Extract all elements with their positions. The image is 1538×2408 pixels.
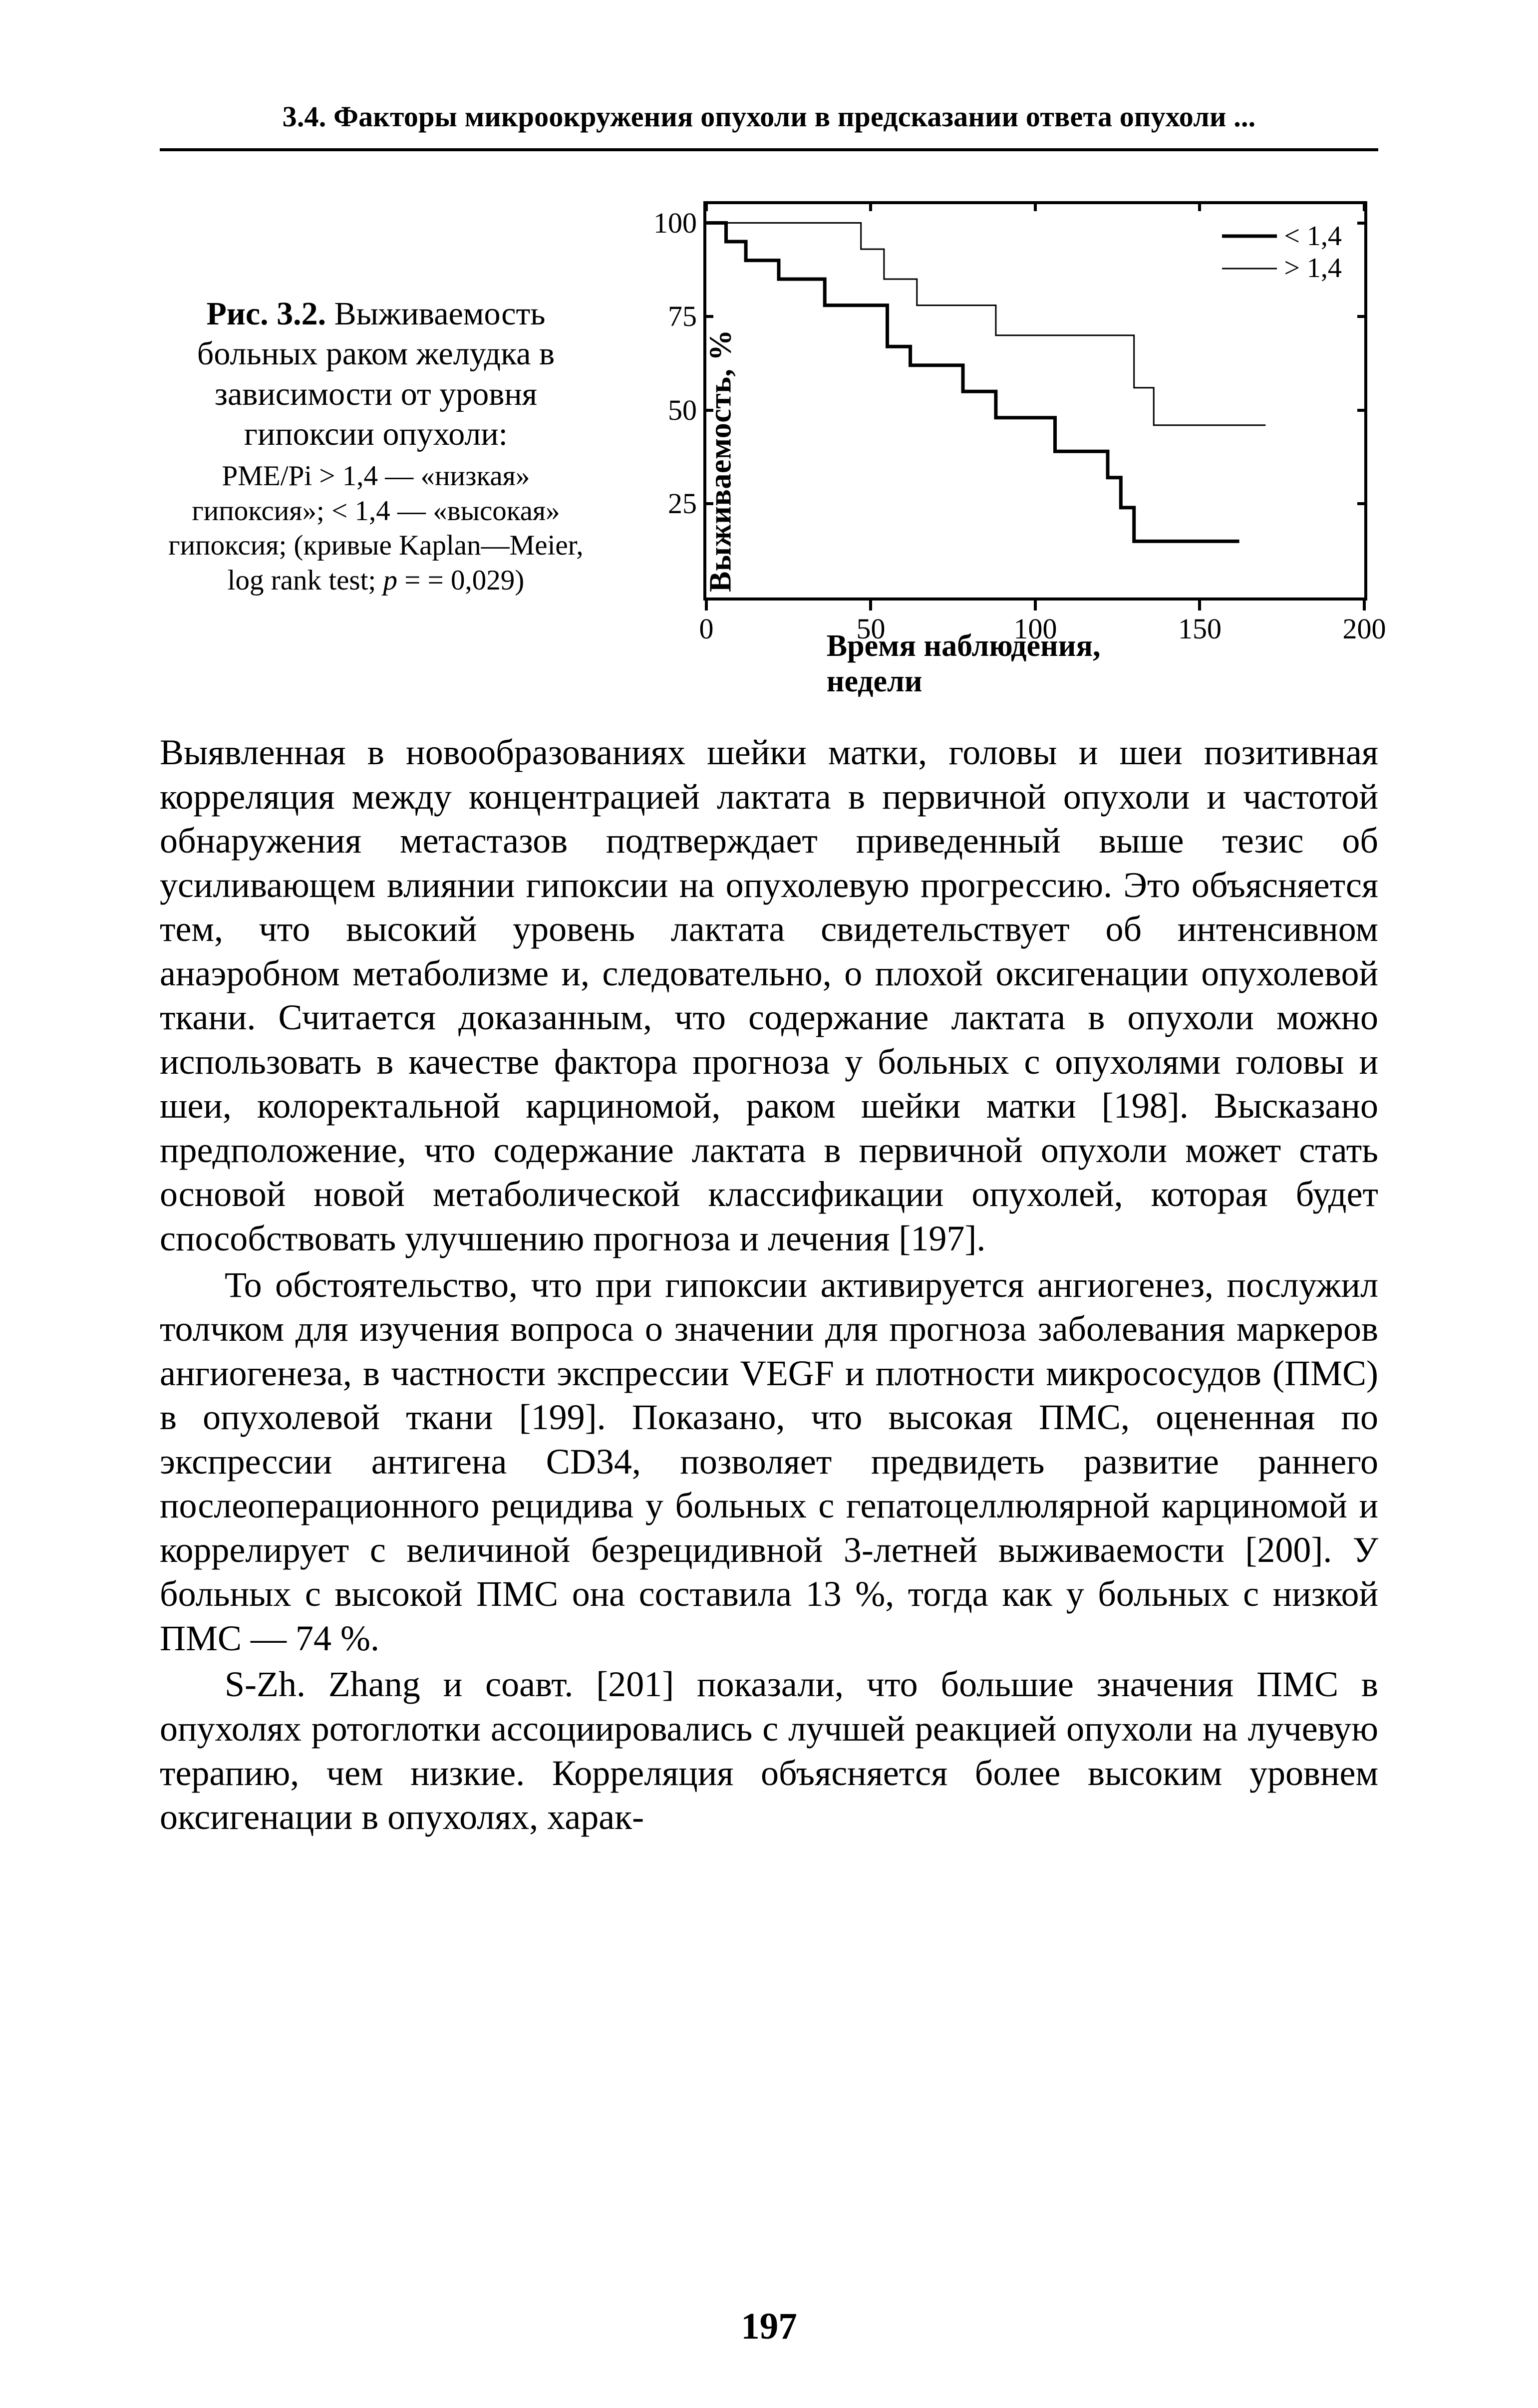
legend: < 1,4 > 1,4 (1222, 220, 1342, 285)
y-tick-mark (1357, 409, 1367, 412)
y-tick-label: 75 (668, 302, 697, 331)
x-axis-label: Время наблюдения, недели (827, 628, 1195, 699)
page-number: 197 (0, 2305, 1538, 2348)
plot-area: < 1,4 > 1,4 (703, 201, 1367, 601)
figure-caption: Рис. 3.2. Выживаемость больных раком жел… (160, 294, 592, 598)
x-tick-mark-top (1198, 201, 1201, 211)
paragraph-3: S-Zh. Zhang и соавт. [201] показали, что… (160, 1662, 1378, 1839)
x-tick-mark (1198, 601, 1201, 610)
x-tick-mark (869, 601, 872, 610)
y-tick-mark (703, 315, 713, 318)
y-tick-mark (703, 409, 713, 412)
legend-row-2: > 1,4 (1222, 252, 1342, 284)
legend-label-1: < 1,4 (1284, 220, 1342, 252)
y-tick-mark (1357, 502, 1367, 505)
x-tick-mark (1034, 601, 1037, 610)
y-tick-label: 100 (653, 209, 697, 238)
legend-label-2: > 1,4 (1284, 252, 1342, 284)
y-tick-label: 50 (668, 396, 697, 425)
running-head: 3.4. Факторы микроокружения опухоли в пр… (160, 100, 1378, 133)
legend-swatch-thick (1222, 233, 1277, 240)
figure-caption-sub: PME/Pi > 1,4 — «низкая» гипоксия»; < 1,4… (160, 459, 592, 598)
x-tick-mark-top (1363, 201, 1366, 211)
y-tick-mark (703, 222, 713, 225)
x-tick-mark-top (1034, 201, 1037, 211)
figure-caption-main: Рис. 3.2. Выживаемость больных раком жел… (160, 294, 592, 455)
x-tick-mark (1363, 601, 1366, 610)
legend-row-1: < 1,4 (1222, 220, 1342, 252)
x-tick-mark-top (869, 201, 872, 211)
x-tick-mark (705, 601, 708, 610)
legend-swatch-thin (1222, 265, 1277, 272)
figure-label: Рис. 3.2. (206, 296, 326, 332)
x-tick-label: 200 (1342, 614, 1386, 643)
paragraph-1: Выявленная в новообразованиях шейки матк… (160, 730, 1378, 1261)
figure-block: Рис. 3.2. Выживаемость больных раком жел… (160, 196, 1378, 695)
km-curve-series1 (706, 223, 1239, 542)
y-tick-mark (1357, 222, 1367, 225)
survival-chart: Выживаемость, % < 1,4 (612, 196, 1378, 695)
x-tick-mark-top (705, 201, 708, 211)
paragraph-2: То обстоятельство, что при гипоксии акти… (160, 1263, 1378, 1661)
y-tick-mark (1357, 315, 1367, 318)
header-rule (160, 148, 1378, 151)
body-text: Выявленная в новообразованиях шейки матк… (160, 730, 1378, 1839)
page: 3.4. Факторы микроокружения опухоли в пр… (0, 0, 1538, 2408)
x-tick-label: 0 (699, 614, 713, 643)
y-tick-label: 25 (668, 489, 697, 518)
y-tick-mark (703, 502, 713, 505)
km-curve-series2 (706, 223, 1265, 425)
